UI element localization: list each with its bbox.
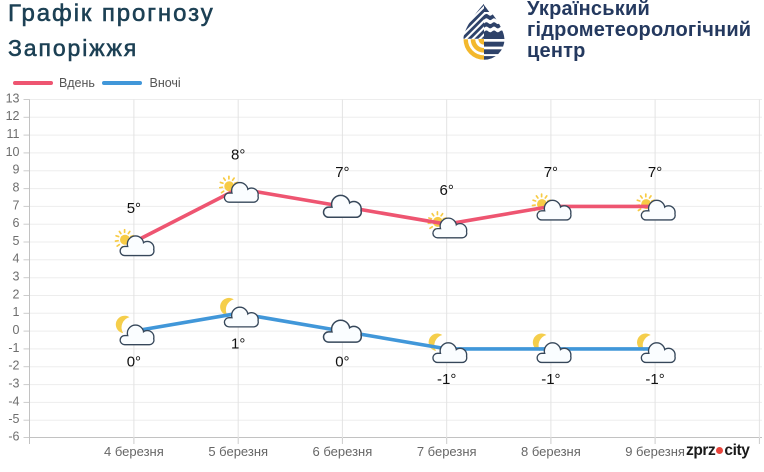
svg-text:-1: -1 (8, 341, 19, 355)
svg-text:7°: 7° (648, 164, 662, 181)
svg-text:9: 9 (13, 163, 20, 177)
svg-text:-1°: -1° (645, 371, 664, 388)
svg-text:5: 5 (13, 234, 20, 248)
svg-text:8: 8 (13, 181, 20, 195)
svg-text:4 березня: 4 березня (104, 444, 164, 459)
svg-text:7 березня: 7 березня (417, 444, 477, 459)
svg-text:6: 6 (13, 216, 20, 230)
svg-text:2: 2 (13, 287, 20, 301)
svg-text:1: 1 (13, 305, 20, 319)
svg-text:7: 7 (13, 198, 20, 212)
svg-text:0: 0 (13, 323, 20, 337)
svg-text:1°: 1° (231, 336, 245, 353)
svg-text:0°: 0° (127, 353, 141, 370)
svg-text:-2: -2 (8, 359, 19, 373)
svg-text:3: 3 (13, 270, 20, 284)
svg-text:13: 13 (6, 91, 20, 105)
svg-text:-1°: -1° (437, 371, 456, 388)
svg-text:-5: -5 (8, 412, 19, 426)
svg-text:11: 11 (7, 127, 20, 141)
svg-text:8 березня: 8 березня (521, 444, 581, 459)
svg-text:-3: -3 (8, 377, 19, 391)
svg-text:10: 10 (6, 145, 20, 159)
svg-text:12: 12 (6, 109, 20, 123)
svg-text:7°: 7° (335, 164, 349, 181)
svg-text:8°: 8° (231, 146, 245, 163)
svg-text:0°: 0° (335, 353, 349, 370)
svg-text:7°: 7° (544, 164, 558, 181)
svg-text:9 березня: 9 березня (625, 444, 685, 459)
svg-text:-6: -6 (8, 429, 19, 443)
svg-text:4: 4 (13, 252, 20, 266)
svg-text:6 березня: 6 березня (313, 444, 373, 459)
svg-text:6°: 6° (440, 182, 454, 199)
svg-text:5°: 5° (127, 200, 141, 217)
svg-text:-1°: -1° (541, 371, 560, 388)
svg-text:-4: -4 (8, 394, 19, 408)
svg-text:5 березня: 5 березня (208, 444, 268, 459)
